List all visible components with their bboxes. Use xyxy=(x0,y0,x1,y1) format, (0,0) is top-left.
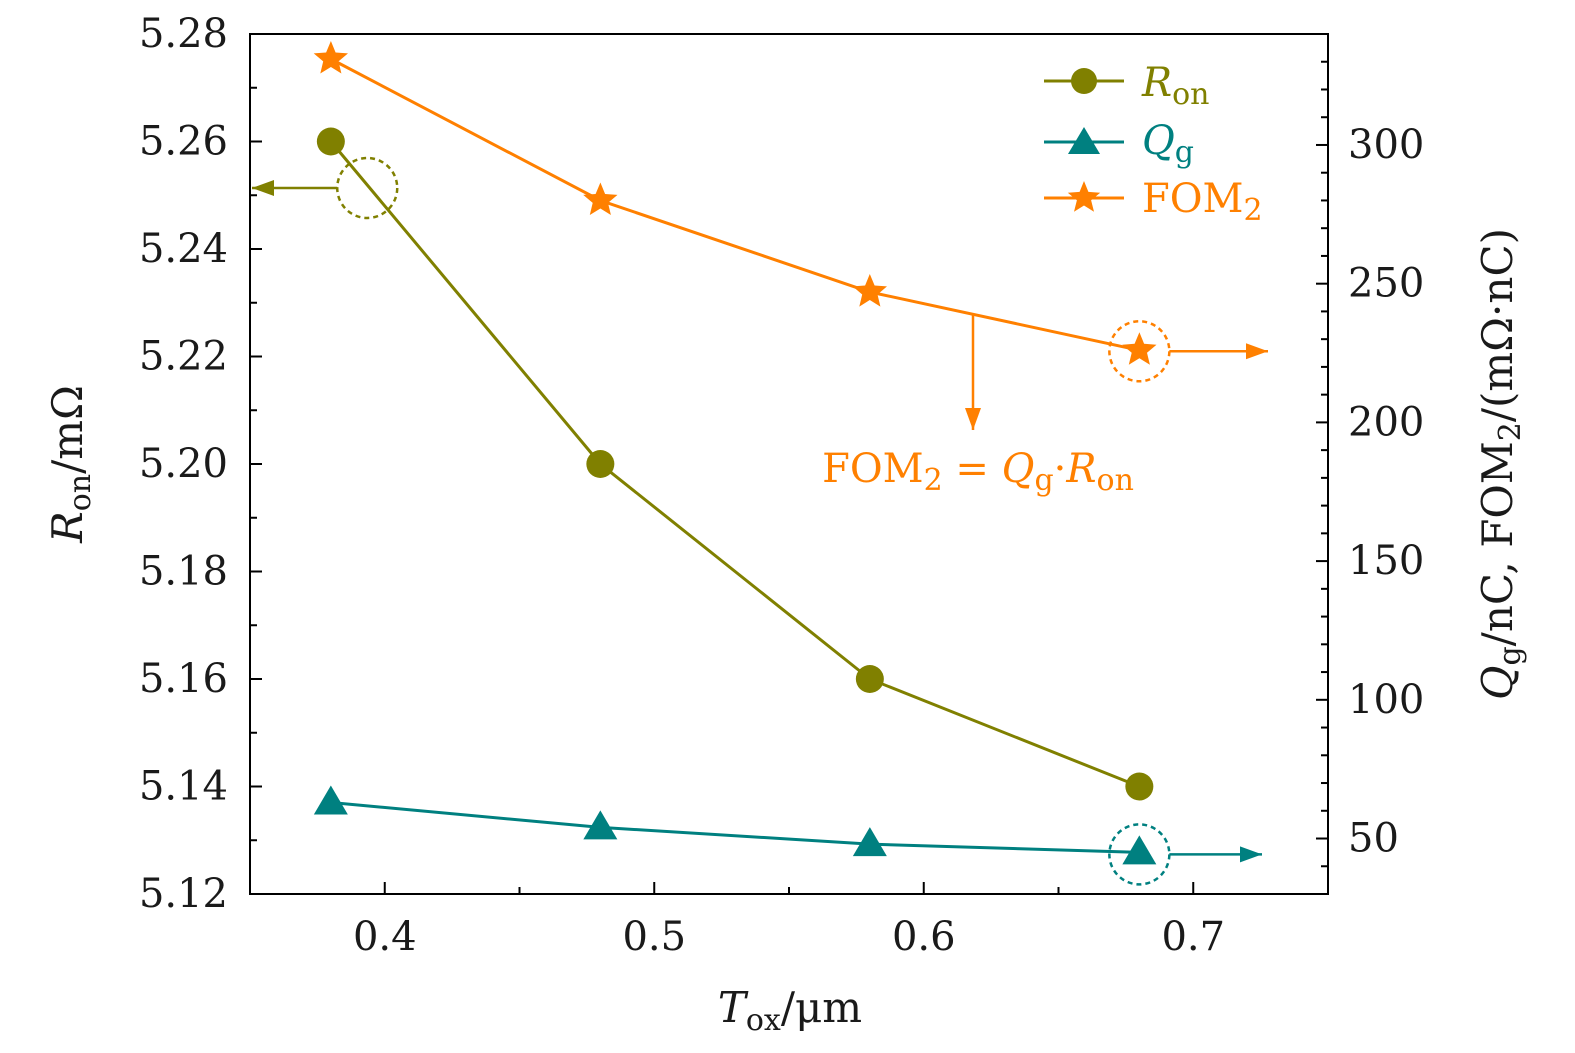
data-point-triangle xyxy=(583,810,618,840)
y-right-tick-label: 200 xyxy=(1348,399,1424,445)
data-point-circle xyxy=(855,665,884,693)
y-left-tick-label: 5.18 xyxy=(139,549,228,595)
legend-triangle-marker xyxy=(1068,127,1100,154)
y-right-tick-label: 250 xyxy=(1348,261,1424,307)
y-left-tick-label: 5.14 xyxy=(139,764,228,810)
y-left-tick-label: 5.28 xyxy=(139,11,228,57)
series-markers xyxy=(313,41,1157,865)
x-axis-title: Tox/μm xyxy=(718,983,862,1038)
legend-star-marker xyxy=(1067,181,1101,212)
y-right-tick-label: 150 xyxy=(1348,538,1424,584)
tick-labels: 0.4 0.5 0.6 0.7 5.12 5.14 5.16 5.18 5.20 5.22 5.24… xyxy=(139,11,1424,960)
data-point-star xyxy=(1122,332,1157,365)
data-point-triangle xyxy=(313,785,348,815)
svg-text:Ron: Ron xyxy=(1141,60,1210,112)
legend-item-ron: Ron xyxy=(1044,60,1210,112)
y-left-tick-label: 5.12 xyxy=(139,871,228,917)
y-axis-right-title: Qg/nC, FOM2/(mΩ·nC) xyxy=(1473,228,1528,700)
y-left-tick-label: 5.22 xyxy=(139,334,228,380)
data-point-circle xyxy=(586,450,615,478)
ron-axis-arrow-head xyxy=(252,180,274,196)
legend-item-fom2: FOM2 xyxy=(1044,176,1263,228)
series-line-triangle xyxy=(330,801,1140,854)
y-right-tick-label: 300 xyxy=(1348,122,1424,168)
qg-axis-arrow-head xyxy=(1240,846,1262,863)
svg-text:Qg: Qg xyxy=(1142,118,1194,170)
y-left-tick-label: 5.16 xyxy=(139,656,228,702)
fom-axis-arrow-head xyxy=(1246,343,1268,360)
axis-ticks xyxy=(249,33,1329,895)
equation-pointer-arrow-head xyxy=(965,408,981,430)
x-tick-label: 0.7 xyxy=(1161,914,1225,960)
legend-circle-marker xyxy=(1071,68,1097,94)
legend-item-qg: Qg xyxy=(1044,118,1194,170)
data-point-triangle xyxy=(1122,835,1157,865)
data-point-star xyxy=(852,274,887,307)
data-point-star xyxy=(583,182,618,215)
series-line-star xyxy=(330,57,1140,352)
y-left-tick-label: 5.24 xyxy=(139,226,228,272)
svg-text:FOM2: FOM2 xyxy=(1142,176,1263,228)
data-point-triangle xyxy=(852,827,887,857)
callouts xyxy=(252,156,1268,886)
data-point-star xyxy=(313,41,348,74)
fom-equation-annotation: FOM2 = Qg·Ron xyxy=(822,446,1134,498)
y-left-tick-label: 5.20 xyxy=(139,441,228,487)
y-left-tick-label: 5.26 xyxy=(139,119,228,165)
data-point-circle xyxy=(1125,772,1154,801)
x-tick-label: 0.5 xyxy=(622,914,686,960)
x-tick-label: 0.6 xyxy=(892,914,956,960)
y-right-tick-label: 100 xyxy=(1348,677,1424,723)
x-tick-label: 0.4 xyxy=(353,914,417,960)
series-line-circle xyxy=(329,140,1140,788)
legend: Ron Qg FOM2 xyxy=(1044,60,1263,228)
data-point-circle xyxy=(316,127,345,156)
y-axis-left-title: Ron/mΩ xyxy=(43,385,98,544)
y-right-tick-label: 50 xyxy=(1348,816,1399,862)
series-lines xyxy=(329,57,1140,854)
